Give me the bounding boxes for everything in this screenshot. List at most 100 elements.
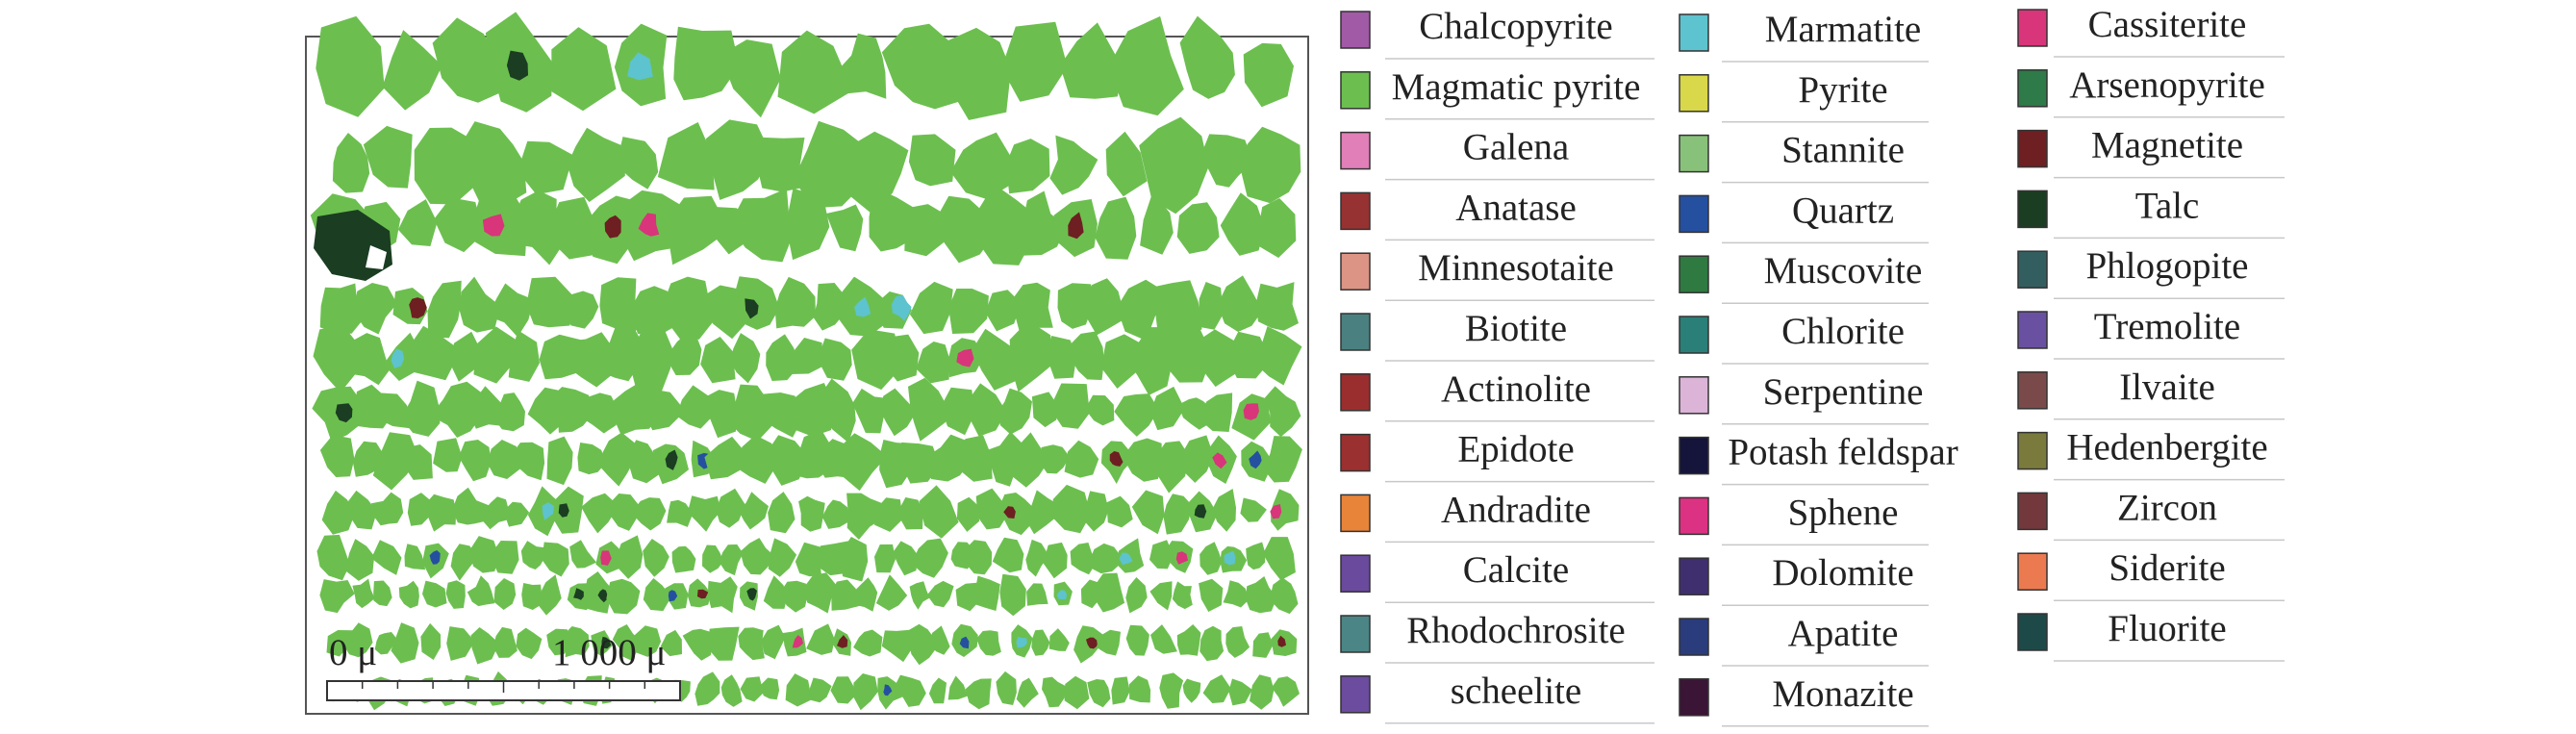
particle bbox=[965, 540, 993, 575]
particle bbox=[404, 544, 426, 570]
particle bbox=[986, 431, 1025, 487]
legend-swatch bbox=[2017, 371, 2048, 410]
legend-label: Stannite bbox=[1781, 130, 1905, 171]
particle bbox=[657, 122, 715, 190]
particle bbox=[1212, 489, 1236, 532]
particle bbox=[566, 332, 615, 388]
particle bbox=[1026, 583, 1048, 606]
particle bbox=[1070, 331, 1104, 380]
particle bbox=[371, 492, 404, 526]
particle bbox=[1016, 677, 1039, 708]
particle bbox=[1086, 543, 1124, 574]
particle-inclusion bbox=[1224, 550, 1236, 566]
particle bbox=[1013, 282, 1053, 337]
particle bbox=[1125, 577, 1148, 614]
particle-inclusion bbox=[959, 636, 970, 649]
particle bbox=[445, 580, 466, 609]
particle bbox=[1245, 576, 1277, 614]
particle bbox=[968, 383, 1007, 437]
particle bbox=[1246, 542, 1266, 570]
particle bbox=[1094, 572, 1125, 613]
particle bbox=[702, 544, 724, 573]
legend-swatch bbox=[1340, 71, 1371, 110]
particle bbox=[1200, 134, 1253, 188]
particle bbox=[853, 673, 878, 711]
particle bbox=[521, 583, 543, 610]
particle-inclusion bbox=[558, 503, 569, 518]
particle bbox=[332, 133, 370, 193]
particle bbox=[705, 119, 771, 200]
particle bbox=[353, 283, 397, 335]
particle-inclusion bbox=[854, 296, 871, 317]
particle bbox=[908, 377, 947, 442]
particle-inclusion bbox=[837, 635, 848, 648]
particle bbox=[1199, 282, 1223, 330]
particle bbox=[663, 276, 713, 341]
legend-label: Calcite bbox=[1463, 549, 1569, 591]
scale-bar: 0 μ 1 000 μ bbox=[326, 632, 681, 701]
legend-swatch bbox=[2017, 129, 2048, 168]
particle bbox=[974, 575, 1000, 611]
legend-label: Anatase bbox=[1455, 187, 1577, 228]
particle bbox=[756, 137, 805, 192]
particle bbox=[1150, 280, 1202, 342]
particle bbox=[660, 629, 682, 657]
particle-inclusion bbox=[600, 550, 612, 566]
legend-swatch bbox=[1679, 436, 1709, 475]
particle bbox=[1096, 629, 1121, 656]
particle bbox=[1049, 383, 1090, 429]
particle bbox=[400, 380, 441, 437]
particle bbox=[671, 545, 696, 573]
legend-label: Arsenopyrite bbox=[2069, 64, 2265, 106]
legend-label: Ilvaite bbox=[2119, 367, 2215, 408]
particle bbox=[700, 337, 736, 384]
particle bbox=[777, 30, 853, 114]
particle bbox=[1220, 192, 1265, 256]
legend-label: Tremolite bbox=[2094, 306, 2240, 347]
particle bbox=[1255, 282, 1299, 331]
particle bbox=[852, 388, 891, 434]
particle-inclusion bbox=[638, 213, 660, 237]
particle bbox=[1149, 581, 1173, 611]
particle bbox=[956, 496, 980, 532]
particle bbox=[549, 387, 593, 433]
particle bbox=[1005, 139, 1050, 194]
particle bbox=[819, 378, 856, 443]
particle bbox=[806, 623, 835, 655]
particle bbox=[459, 276, 501, 333]
legend-label: Biotite bbox=[1465, 308, 1567, 349]
legend-swatch bbox=[1679, 74, 1709, 113]
particle bbox=[407, 493, 433, 526]
particle bbox=[599, 277, 642, 340]
particle bbox=[945, 27, 1011, 120]
particle bbox=[1257, 326, 1302, 386]
legend-label: Hedenbergite bbox=[2066, 427, 2267, 468]
legend-label: Apatite bbox=[1788, 613, 1899, 654]
particle bbox=[1123, 438, 1163, 482]
particle bbox=[1131, 490, 1165, 535]
particle bbox=[373, 580, 392, 607]
particle bbox=[883, 334, 920, 382]
particle bbox=[430, 381, 483, 438]
particle bbox=[316, 15, 385, 117]
particle bbox=[397, 199, 438, 246]
legend-label: Talc bbox=[2135, 185, 2200, 226]
particle bbox=[972, 328, 1020, 391]
particle bbox=[1155, 441, 1190, 494]
particle bbox=[1009, 320, 1054, 392]
particle bbox=[422, 580, 447, 608]
particle-inclusion bbox=[1212, 452, 1227, 469]
particle bbox=[1140, 191, 1174, 255]
particle bbox=[631, 497, 667, 531]
legend-swatch bbox=[2017, 69, 2048, 108]
particle bbox=[1011, 190, 1068, 256]
legend-label: Fluorite bbox=[2108, 608, 2227, 649]
legend-label: Zircon bbox=[2117, 487, 2217, 528]
scale-end-label: 1 000 μ bbox=[552, 632, 666, 673]
legend-label: Quartz bbox=[1792, 190, 1894, 231]
legend-label: Magnetite bbox=[2091, 125, 2243, 166]
particle bbox=[853, 577, 878, 612]
particle bbox=[1199, 392, 1233, 432]
particle bbox=[838, 131, 909, 215]
particle bbox=[817, 338, 852, 381]
